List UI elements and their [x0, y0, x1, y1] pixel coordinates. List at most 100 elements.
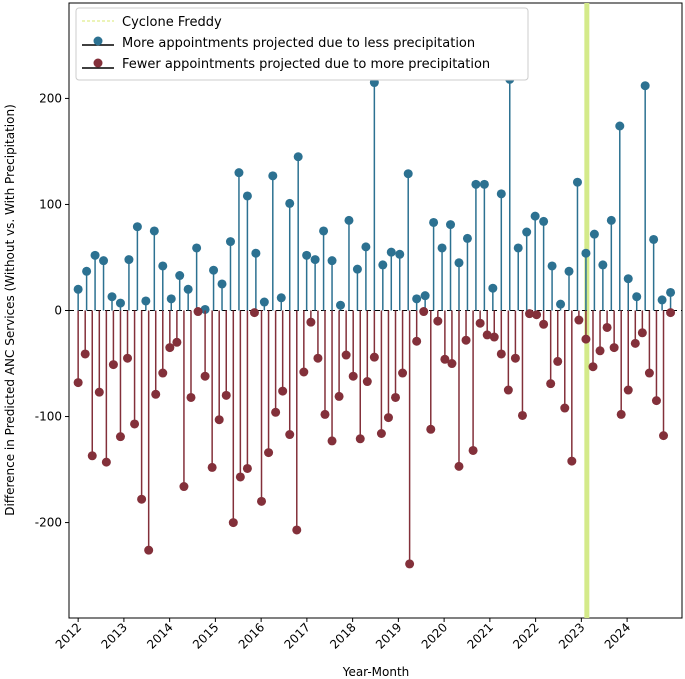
stem-marker-fewer [405, 559, 415, 569]
stem-marker-more [496, 189, 506, 199]
stem-marker-more [530, 211, 540, 221]
stem-marker-fewer [158, 368, 168, 378]
stem-marker-fewer [644, 368, 654, 378]
stem-marker-fewer [207, 462, 217, 472]
stem-marker-fewer [327, 436, 337, 446]
stem-marker-more [242, 191, 252, 201]
stem-marker-fewer [235, 472, 245, 482]
stem-marker-fewer [440, 354, 450, 364]
stem-marker-fewer [588, 362, 598, 372]
stem-marker-fewer [376, 429, 386, 438]
x-tick-label: 2024 [602, 620, 633, 651]
stem-marker-fewer [482, 330, 492, 340]
stem-marker-fewer [214, 415, 224, 425]
stem-marker-fewer [221, 390, 231, 400]
stem-marker-fewer [581, 334, 591, 344]
stem-marker-more [556, 299, 566, 309]
stem-marker-more [293, 152, 303, 162]
stem-marker-more [285, 198, 295, 208]
x-axis-label: Year-Month [342, 665, 410, 679]
stem-marker-more [336, 300, 346, 310]
stem-marker-more [319, 226, 329, 236]
stem-marker-more [479, 179, 489, 189]
stem-marker-fewer [602, 322, 612, 332]
stem-marker-more [572, 177, 582, 187]
stem-marker-fewer [433, 316, 443, 326]
stem-marker-fewer [355, 434, 365, 444]
stem-marker-fewer [659, 431, 669, 441]
stem-marker-more [513, 243, 523, 253]
stem-marker-fewer [341, 350, 351, 360]
stem-marker-more [141, 296, 151, 306]
stem-marker-more [522, 227, 532, 237]
stem-marker-fewer [560, 403, 570, 413]
stem-marker-more [598, 260, 608, 270]
stem-marker-more [361, 242, 371, 252]
stem-marker-fewer [292, 525, 302, 535]
stem-marker-fewer [193, 307, 203, 317]
stem-marker-more [420, 291, 430, 301]
stem-marker-fewer [228, 518, 238, 528]
stem-marker-more [209, 265, 219, 275]
stem-marker-fewer [546, 379, 556, 389]
stem-marker-fewer [595, 346, 605, 356]
stem-marker-fewer [567, 456, 577, 466]
x-tick-label: 2023 [556, 620, 587, 651]
stem-marker-more [412, 294, 422, 304]
stem-marker-more [107, 292, 117, 302]
stem-marker-more [403, 169, 413, 179]
legend-label-fewer: Fewer appointments projected due to more… [122, 57, 490, 72]
stem-marker-more [344, 215, 354, 225]
stem-marker-more [192, 243, 202, 253]
stem-marker-fewer [271, 407, 281, 417]
stem-marker-fewer [151, 389, 161, 399]
stem-marker-more [615, 121, 625, 131]
stem-marker-more [124, 255, 134, 265]
stem-marker-more [225, 237, 235, 247]
stem-marker-fewer [574, 315, 584, 325]
x-tick-label: 2021 [464, 620, 495, 651]
legend-box [75, 7, 529, 81]
y-tick-label: 200 [39, 91, 62, 105]
legend: Cyclone Freddy More appointments project… [75, 7, 529, 81]
stem-marker-more [115, 298, 125, 308]
x-tick-label: 2014 [144, 620, 175, 651]
stem-marker-fewer [320, 409, 330, 419]
stem-marker-fewer [398, 368, 408, 378]
stem-marker-more [132, 222, 142, 232]
stem-marker-fewer [115, 432, 125, 442]
stem-marker-more [640, 81, 650, 91]
stem-marker-fewer [87, 451, 97, 461]
stem-marker-fewer [637, 328, 647, 338]
stem-marker-fewer [299, 367, 309, 377]
x-tick-label: 2016 [236, 620, 267, 651]
x-tick-label: 2020 [419, 620, 450, 651]
stem-marker-fewer [666, 308, 676, 318]
y-tick-label: 100 [39, 197, 62, 211]
x-tick-label: 2013 [99, 620, 130, 651]
stem-marker-more [446, 220, 456, 230]
stem-marker-more [539, 216, 549, 226]
stem-marker-fewer [165, 343, 175, 353]
x-tick-label: 2018 [327, 620, 358, 651]
stem-marker-more [581, 248, 591, 258]
legend-event-label: Cyclone Freddy [122, 15, 222, 30]
stem-marker-fewer [179, 482, 189, 492]
stem-marker-more [589, 229, 599, 239]
stem-marker-more [175, 271, 185, 281]
stem-marker-fewer [609, 343, 619, 353]
stem-marker-fewer [242, 463, 252, 473]
stem-marker-more [234, 168, 244, 178]
x-tick-label: 2017 [282, 620, 313, 651]
stem-marker-more [268, 171, 278, 181]
y-axis: -200 -100 0 100 200 [35, 91, 69, 530]
stem-marker-more [649, 234, 659, 244]
stem-marker-more [82, 266, 92, 276]
stem-marker-fewer [539, 319, 549, 329]
stem-marker-fewer [257, 496, 267, 506]
stem-marker-fewer [334, 391, 344, 401]
stem-marker-fewer [137, 494, 147, 504]
stem-marker-more [564, 266, 574, 276]
stem-marker-more [488, 283, 498, 293]
stem-marker-more [183, 284, 193, 294]
